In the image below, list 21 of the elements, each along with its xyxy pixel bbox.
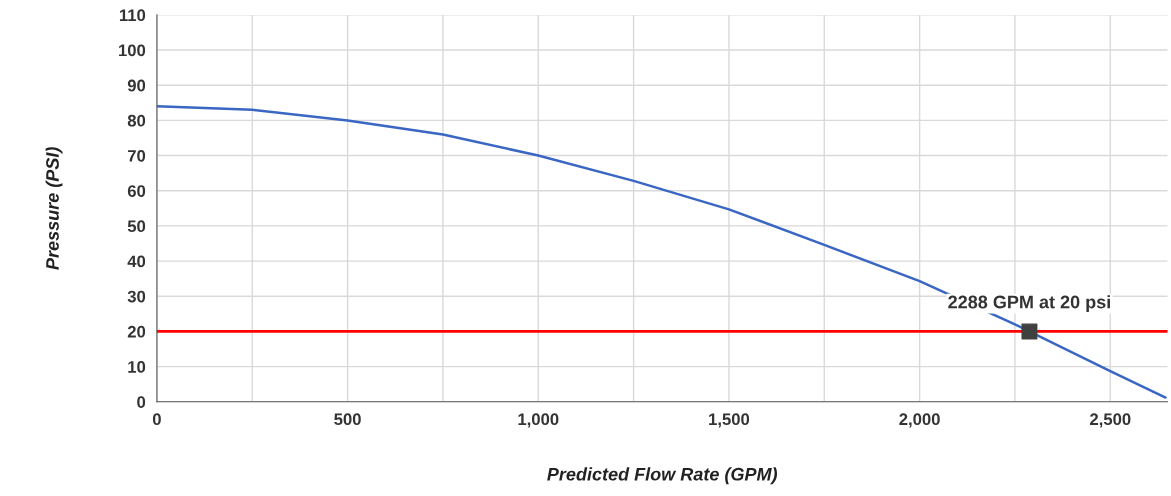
y-tick-label: 100: [119, 44, 146, 57]
y-tick-label: 110: [119, 9, 146, 22]
y-tick-label: 30: [127, 290, 146, 303]
y-axis-title: Pressure (PSI): [45, 147, 63, 270]
annotation: 2288 GPM at 20 psi: [948, 295, 1110, 312]
y-tick-label: 60: [127, 185, 146, 197]
x-tick-label: 500: [334, 413, 361, 426]
x-tick-label: 0: [152, 413, 161, 426]
y-tick-label: 90: [127, 79, 146, 92]
y-tick-label: 50: [127, 220, 146, 233]
x-tick-label: 1,500: [709, 413, 750, 428]
y-tick-label: 40: [127, 255, 146, 268]
x-tick-label: 1,000: [518, 413, 559, 428]
x-tick-label: 2,500: [1090, 413, 1131, 428]
y-tick-label: 10: [128, 360, 146, 373]
x-axis-title: Predicted Flow Rate (GPM): [547, 467, 778, 485]
x-tick-label: 2,000: [899, 413, 940, 428]
y-tick-label: 80: [127, 114, 146, 127]
y-tick-label: 0: [137, 396, 146, 408]
y-tick-label: 70: [127, 149, 146, 162]
y-tick-label: 20: [127, 325, 146, 338]
